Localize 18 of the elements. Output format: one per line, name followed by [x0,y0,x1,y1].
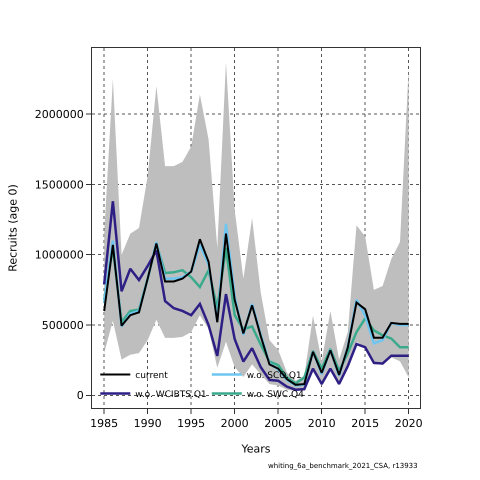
x-tick-label: 2015 [351,417,380,430]
x-tick-label: 2010 [308,417,336,430]
y-axis-title: Recruits (age 0) [6,184,20,272]
y-tick-label: 2000000 [34,108,84,121]
x-tick-label: 1995 [177,417,206,430]
y-tick-label: 0 [76,389,84,402]
x-tick-label: 2020 [394,417,423,430]
y-tick-label: 1500000 [34,178,84,192]
legend-label: current [135,371,168,382]
x-tick-label: 2005 [264,417,292,430]
y-tick-label: 500000 [42,318,84,332]
x-tick-label: 1985 [90,417,118,430]
x-tick-label: 1990 [134,417,162,430]
x-tick-label: 2000 [220,417,249,430]
y-tick-label: 1000000 [34,248,84,262]
legend-label: w.o. WCIBTS.Q1 [135,390,207,400]
legend-label: w.o. SWC.Q4 [246,390,304,400]
x-axis-title: Years [240,442,271,456]
